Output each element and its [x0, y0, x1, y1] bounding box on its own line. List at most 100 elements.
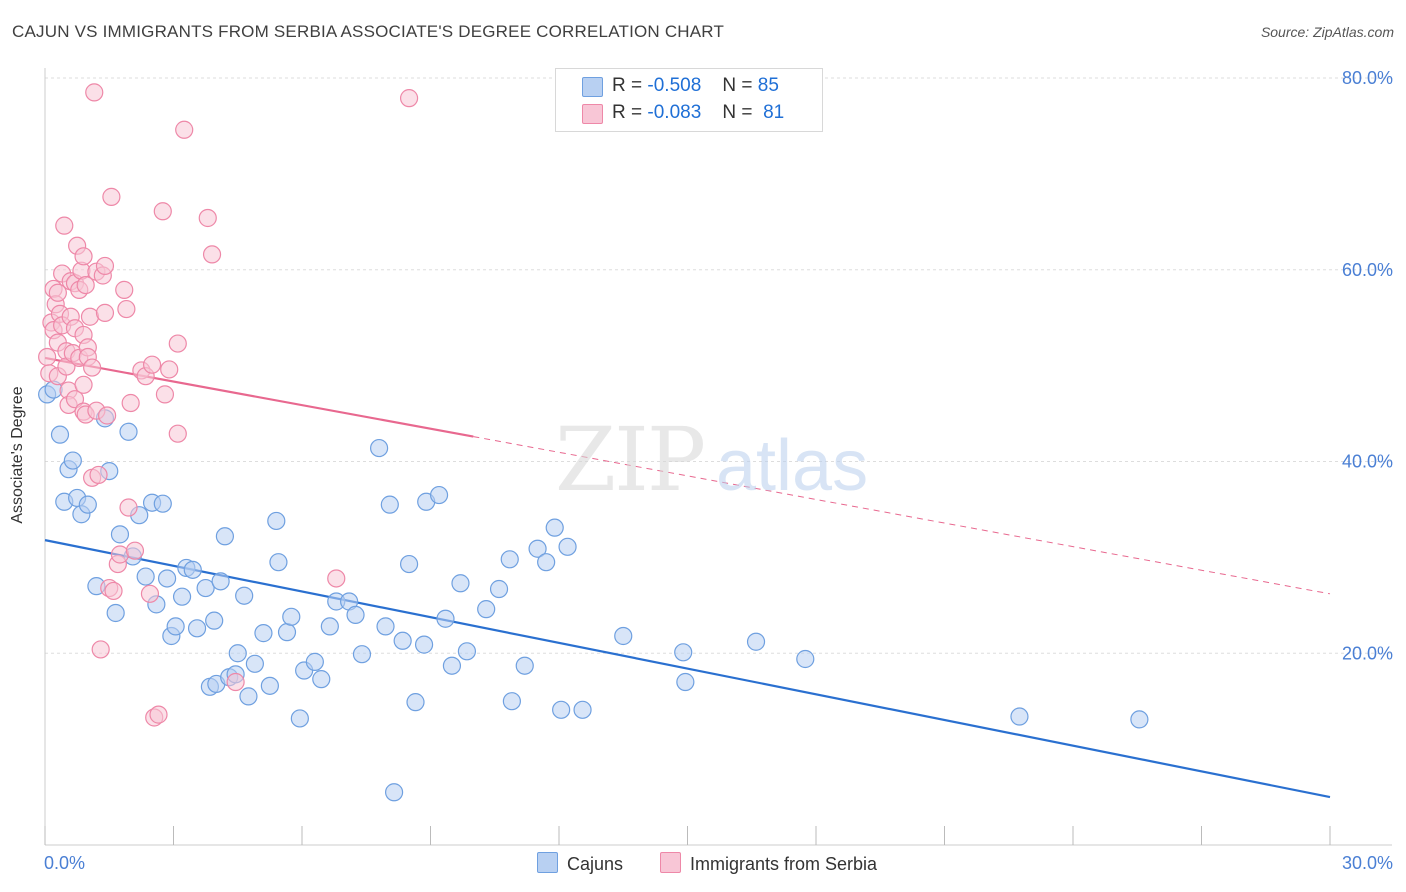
legend-r-value: -0.083 [647, 102, 702, 123]
point-cajuns [183, 560, 202, 579]
point-cajuns [1130, 710, 1149, 729]
point-cajuns [269, 553, 288, 572]
point-cajuns [545, 518, 564, 537]
data-points [38, 83, 1149, 802]
tick-labels: 20.0% 40.0% 60.0% 80.0% 0.0% 30.0% [44, 68, 1393, 873]
y-tick-label: 60.0% [1342, 260, 1393, 280]
point-serbia [83, 358, 102, 377]
point-cajuns [187, 619, 207, 638]
point-cajuns [370, 438, 389, 458]
point-cajuns [515, 656, 534, 675]
point-serbia [399, 89, 419, 108]
point-cajuns [196, 578, 215, 598]
point-cajuns [346, 605, 365, 625]
point-serbia [65, 390, 85, 409]
point-serbia [98, 406, 117, 425]
point-cajuns [153, 494, 172, 513]
point-cajuns [500, 550, 519, 569]
point-cajuns [50, 425, 70, 444]
point-cajuns [489, 579, 509, 599]
point-serbia [168, 424, 187, 443]
point-cajuns [235, 586, 254, 605]
point-cajuns [352, 645, 372, 664]
point-serbia [125, 541, 145, 560]
point-cajuns [305, 652, 324, 671]
point-cajuns [414, 635, 434, 654]
legend-r-label: R = [612, 75, 643, 96]
point-serbia [175, 120, 194, 139]
point-serbia [104, 581, 123, 601]
y-axis-label: Associate's Degree [9, 386, 26, 524]
chart-source: Source: ZipAtlas.com [1260, 24, 1394, 40]
point-serbia [115, 280, 134, 299]
point-serbia [202, 245, 222, 264]
point-serbia [74, 247, 93, 266]
point-cajuns [442, 656, 462, 675]
point-cajuns [384, 783, 404, 802]
x-tick-label: 0.0% [44, 853, 85, 873]
legend-r-label: R = [612, 102, 643, 123]
legend-r-value: -0.508 [647, 75, 702, 96]
point-serbia [91, 640, 110, 659]
point-cajuns [746, 632, 766, 651]
point-cajuns [136, 567, 155, 586]
watermark-atlas: atlas [716, 426, 868, 506]
point-cajuns [282, 607, 301, 626]
point-cajuns [477, 600, 496, 619]
point-cajuns [676, 672, 695, 692]
point-cajuns [796, 649, 815, 669]
point-serbia [74, 375, 93, 394]
point-cajuns [312, 670, 331, 689]
point-serbia [85, 83, 104, 102]
point-cajuns [166, 617, 185, 636]
bottom-legend-label-serbia: Immigrants from Serbia [690, 854, 878, 874]
point-cajuns [106, 603, 125, 623]
point-cajuns [502, 692, 521, 711]
bottom-legend-serbia[interactable]: Immigrants from Serbia [660, 852, 877, 875]
point-serbia [76, 275, 95, 295]
point-cajuns [436, 609, 455, 628]
y-tick-label: 20.0% [1342, 643, 1393, 663]
point-cajuns [215, 527, 234, 546]
trend-lines [44, 356, 1331, 799]
trend-line-serbia-extension [473, 436, 1331, 595]
correlation-legend: R = -0.508 N = 85 R = -0.083 N = 81 [555, 68, 823, 132]
point-serbia [142, 355, 162, 374]
bottom-legend-swatch-cajuns [537, 852, 558, 873]
point-cajuns [537, 553, 556, 572]
legend-swatch-cajuns [582, 77, 603, 97]
legend-n-label: N = [722, 102, 753, 123]
point-cajuns [157, 569, 177, 588]
point-serbia [80, 307, 100, 326]
point-cajuns [552, 700, 571, 719]
y-tick-label: 40.0% [1342, 452, 1393, 472]
point-serbia [153, 202, 172, 221]
point-serbia [95, 256, 115, 276]
point-cajuns [211, 572, 230, 591]
legend-n-label: N = [722, 75, 753, 96]
point-cajuns [399, 554, 419, 574]
point-cajuns [172, 587, 192, 606]
point-cajuns [254, 624, 273, 643]
point-serbia [89, 465, 108, 485]
point-cajuns [429, 485, 449, 505]
point-cajuns [528, 539, 547, 558]
trend-line-cajuns [44, 539, 1331, 799]
y-tick-label: 80.0% [1342, 68, 1393, 88]
point-cajuns [380, 495, 399, 514]
point-cajuns [573, 700, 592, 719]
legend-n-value: 81 [763, 102, 785, 123]
grid [45, 77, 1392, 654]
watermark-zip: ZIP [555, 408, 704, 511]
bottom-legend-label-cajuns: Cajuns [567, 854, 624, 874]
point-cajuns [290, 709, 309, 728]
point-cajuns [63, 451, 82, 470]
x-tick-label: 30.0% [1342, 853, 1393, 873]
point-cajuns [245, 654, 264, 673]
point-cajuns [239, 687, 258, 706]
point-serbia [55, 216, 74, 235]
point-cajuns [277, 623, 297, 642]
point-cajuns [228, 644, 247, 663]
bottom-legend-cajuns[interactable]: Cajuns [537, 852, 623, 875]
